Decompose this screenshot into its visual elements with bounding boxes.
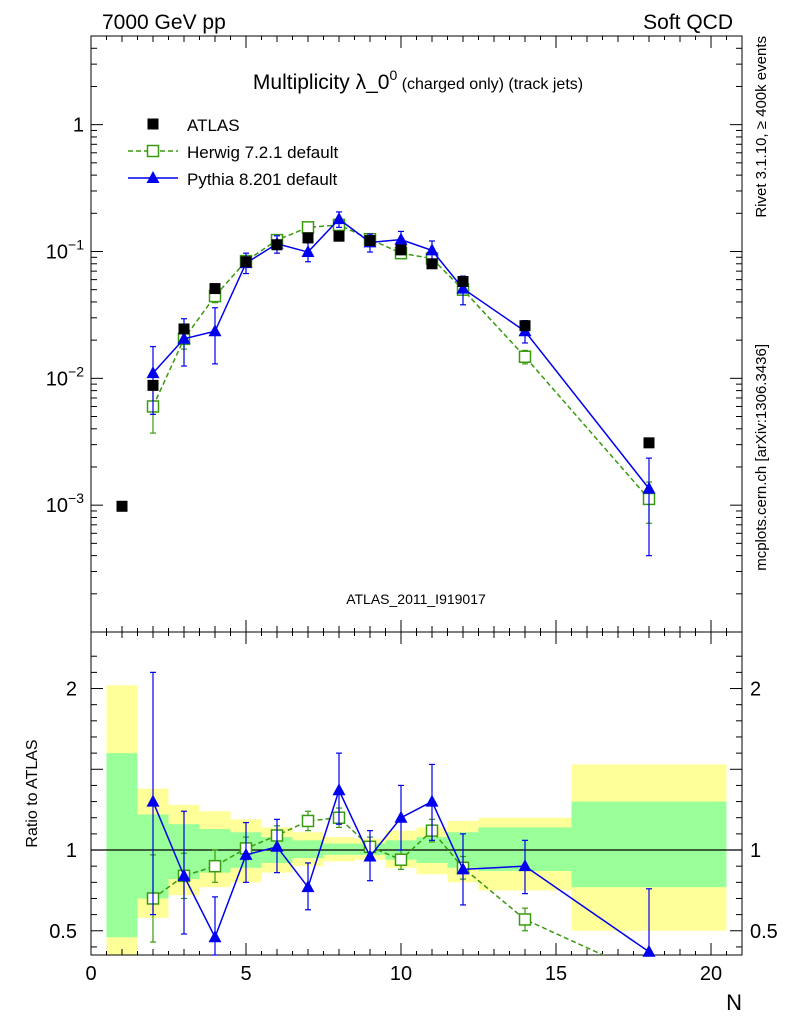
- atlas-point: [426, 258, 438, 270]
- herwig-ratio-point: [518, 913, 532, 926]
- pythia-point: [301, 245, 315, 258]
- herwig-line: [152, 224, 650, 500]
- pythia-ratio-point: [425, 794, 439, 807]
- atlas-point: [519, 320, 531, 332]
- ratio-y-tick-label-right: 2: [750, 679, 761, 701]
- atlas-point: [209, 283, 221, 295]
- atlas-point: [457, 275, 469, 287]
- atlas-point: [147, 379, 159, 391]
- pythia-point: [394, 232, 408, 245]
- y-tick-label: 10−1: [46, 236, 84, 263]
- x-tick-label: 20: [700, 963, 722, 985]
- side-text-upper: Rivet 3.1.10, ≥ 400k events: [753, 36, 770, 218]
- atlas-point: [302, 232, 314, 244]
- atlas-point: [643, 437, 655, 449]
- uncertainty-band-inner: [323, 843, 355, 855]
- chart-title: Multiplicity λ_00 (charged only) (track …: [253, 67, 583, 94]
- pythia-line: [152, 218, 650, 490]
- legend-herwig-marker: [146, 144, 160, 158]
- herwig-ratio-point: [394, 853, 408, 866]
- pythia-ratio-point: [146, 794, 160, 807]
- uncertainty-band-inner: [106, 753, 138, 938]
- ratio-y-tick-label: 0.5: [49, 921, 77, 943]
- pythia-point: [177, 331, 191, 344]
- pythia-point: [208, 324, 222, 337]
- y-tick-label: 1: [73, 115, 84, 137]
- atlas-point: [271, 239, 283, 251]
- x-tick-label: 0: [85, 963, 96, 985]
- uncertainty-band-inner: [571, 801, 727, 888]
- atlas-point: [178, 323, 190, 335]
- header-right: Soft QCD: [643, 11, 733, 34]
- herwig-ratio-point: [301, 814, 315, 828]
- pythia-point: [425, 243, 439, 256]
- x-axis-label: N: [726, 990, 742, 1015]
- atlas-point: [240, 256, 252, 268]
- ratio-y-tick-label: 2: [66, 679, 77, 701]
- pythia-ratio-point: [642, 944, 656, 957]
- pythia-ratio-point: [208, 930, 222, 943]
- x-tick-label: 10: [390, 963, 412, 985]
- pythia-point: [642, 481, 656, 494]
- herwig-point: [518, 350, 532, 363]
- x-tick-label: 5: [240, 963, 251, 985]
- pythia-point: [456, 281, 470, 294]
- pythia-ratio-point: [177, 868, 191, 881]
- y-tick-label: 10−2: [46, 363, 84, 390]
- pythia-ratio-point: [239, 847, 253, 860]
- side-text-lower: mcplots.cern.ch [arXiv:1306.3436]: [753, 344, 770, 571]
- pythia-ratio-point: [518, 859, 532, 872]
- analysis-watermark: ATLAS_2011_I919017: [346, 591, 486, 607]
- y-tick-label: 10−3: [46, 490, 84, 517]
- atlas-point: [364, 235, 376, 247]
- pythia-ratio-point: [270, 839, 284, 852]
- herwig-ratio-point: [208, 859, 222, 873]
- atlas-point: [333, 230, 345, 242]
- legend-atlas-marker: [147, 118, 159, 130]
- legend-herwig-label: Herwig 7.2.1 default: [187, 143, 338, 162]
- atlas-point: [395, 244, 407, 256]
- header-left: 7000 GeV pp: [102, 11, 226, 34]
- ratio-y-tick-label-right: 1: [750, 840, 761, 862]
- atlas-point: [116, 500, 128, 512]
- ratio-y-tick-label: 1: [66, 840, 77, 862]
- legend-pythia-marker: [146, 171, 160, 183]
- ratio-y-tick-label-right: 0.5: [750, 921, 778, 943]
- pythia-point: [332, 212, 346, 225]
- legend-pythia-label: Pythia 8.201 default: [187, 170, 338, 189]
- uncertainty-band-inner: [292, 840, 324, 859]
- pythia-ratio-point: [332, 783, 346, 796]
- pythia-ratio-point: [394, 810, 408, 823]
- legend-atlas-label: ATLAS: [187, 116, 240, 135]
- pythia-ratio-point: [363, 849, 377, 862]
- pythia-point: [146, 366, 160, 379]
- pythia-ratio-point: [301, 880, 315, 893]
- ratio-y-axis-label: Ratio to ATLAS: [24, 739, 41, 847]
- herwig-point: [301, 221, 315, 234]
- x-tick-label: 15: [545, 963, 567, 985]
- pythia-ratio-point: [456, 862, 470, 875]
